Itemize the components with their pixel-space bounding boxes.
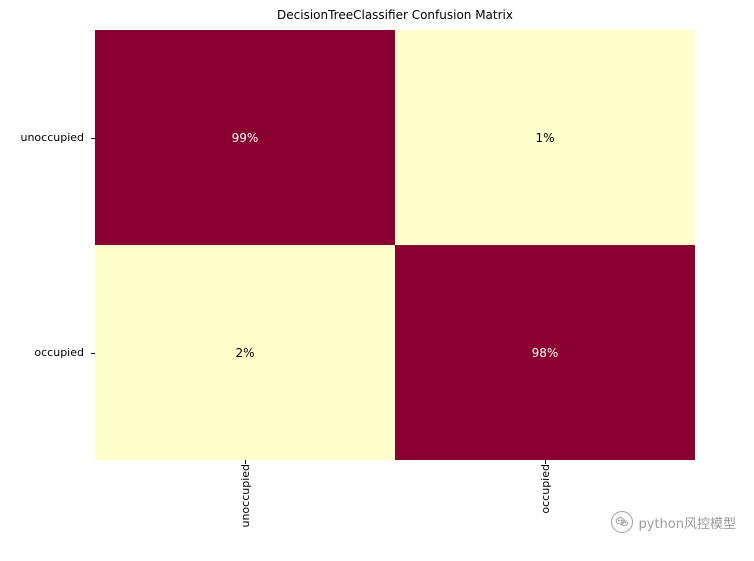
y-label-1: occupied <box>0 245 90 460</box>
wechat-icon <box>611 511 633 533</box>
y-axis-labels: unoccupied occupied <box>0 30 90 460</box>
y-ticks <box>91 30 95 460</box>
y-label-0: unoccupied <box>0 30 90 245</box>
cell-1-1: 98% <box>395 245 695 460</box>
cell-0-0: 99% <box>95 30 395 245</box>
cell-0-1: 1% <box>395 30 695 245</box>
confusion-matrix-chart: DecisionTreeClassifier Confusion Matrix … <box>95 30 695 460</box>
x-axis-labels: unoccupied occupied <box>95 464 695 544</box>
watermark-text: python风控模型 <box>639 513 736 532</box>
chart-title: DecisionTreeClassifier Confusion Matrix <box>95 8 695 22</box>
heatmap-grid: 99% 1% 2% 98% <box>95 30 695 460</box>
x-label-0: unoccupied <box>95 464 395 544</box>
cell-1-0: 2% <box>95 245 395 460</box>
watermark: python风控模型 <box>611 511 736 533</box>
